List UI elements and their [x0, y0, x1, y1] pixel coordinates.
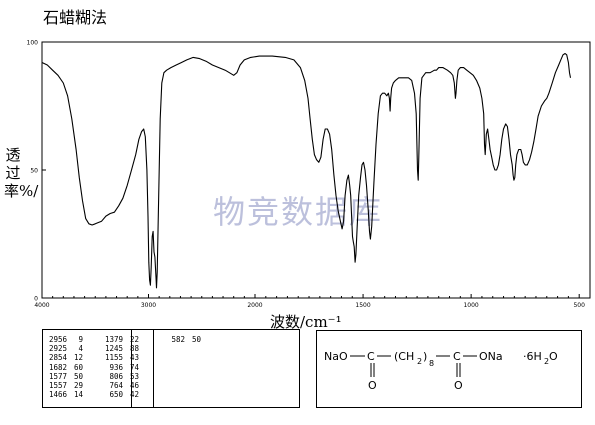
- peak-table-column-1: 2956 9 2925 4 2854 12 1682 60 1577 50 1557 29 1466 14: [49, 335, 83, 399]
- spectrum-line: [41, 52, 572, 289]
- formula-ona: ONa: [479, 350, 503, 363]
- peak-transmittance: 29: [74, 380, 84, 390]
- peak-transmittance: 43: [130, 353, 140, 363]
- formula-oxygen-1: O: [368, 379, 377, 392]
- peak-wavenumber: 1577: [49, 371, 68, 381]
- peak-row: 806 53: [105, 371, 140, 381]
- y-tick-label: 0: [34, 296, 38, 303]
- peak-transmittance: 14: [74, 390, 84, 400]
- formula-repeat-count: 8: [429, 359, 434, 368]
- peak-row: 1577 50: [49, 372, 83, 381]
- peak-row: 1245 88: [105, 344, 139, 353]
- peak-row: 2956 9: [49, 335, 83, 344]
- x-axis-label: 波数/cm⁻¹: [270, 313, 342, 331]
- x-tick-label: 4000: [34, 302, 49, 309]
- peak-wavenumber: 806: [105, 371, 124, 381]
- peak-table-column-2: 1379 22 1245 88 1155 43 936 74 806 53 764 46 650…: [105, 335, 139, 399]
- y-axis-label-text: 透过率%/: [4, 146, 39, 200]
- y-tick-label: 50: [30, 168, 38, 175]
- formula-chain-close: ): [423, 350, 427, 363]
- peak-row: 650 42: [105, 390, 140, 400]
- formula-hydrate: ·6H: [523, 350, 542, 363]
- peak-table: 2956 9 2925 4 2854 12 1682 60 1577 50 1557 29 1466 14…: [42, 329, 300, 408]
- plot-frame: [41, 41, 591, 299]
- peak-transmittance: 4: [78, 344, 84, 354]
- peak-wavenumber: 1245: [105, 344, 124, 354]
- peak-wavenumber: 1466: [49, 390, 68, 400]
- peak-wavenumber: 936: [105, 362, 124, 372]
- peak-row: 2925 4: [49, 344, 83, 353]
- peak-row: 936 74: [105, 362, 140, 372]
- peak-wavenumber: 1379: [105, 335, 124, 344]
- peak-wavenumber: 2925: [49, 344, 68, 354]
- peak-wavenumber: 764: [105, 380, 124, 390]
- peak-row: 1557 29: [49, 381, 83, 390]
- x-tick-label: 1000: [463, 302, 478, 309]
- peak-wavenumber: 1557: [49, 380, 68, 390]
- peak-transmittance: 12: [74, 353, 84, 363]
- peak-wavenumber: 2854: [49, 353, 68, 363]
- peak-transmittance: 22: [130, 335, 140, 344]
- peak-transmittance: 50: [192, 335, 202, 344]
- peak-wavenumber: 1155: [105, 353, 124, 363]
- y-tick-label: 100: [27, 40, 39, 47]
- x-tick-label: 1500: [355, 302, 370, 309]
- peak-wavenumber: 650: [105, 390, 124, 400]
- peak-table-column-3: 582 50: [167, 335, 202, 344]
- x-tick-label: 500: [573, 302, 585, 309]
- peak-transmittance: 53: [130, 371, 140, 381]
- peak-wavenumber: 582: [167, 335, 186, 344]
- peak-transmittance: 74: [130, 362, 140, 372]
- peak-wavenumber: 1682: [49, 362, 68, 372]
- formula-oxygen-2: O: [454, 379, 463, 392]
- peak-transmittance: 50: [74, 371, 84, 381]
- formula-carbon-1: C: [367, 350, 375, 363]
- x-axis-ticks: 4000 3000 2000 1500 1000 500: [34, 294, 585, 309]
- peak-transmittance: 46: [130, 380, 140, 390]
- y-axis-ticks: 0 50 100: [27, 40, 46, 303]
- peak-table-divider: [131, 330, 132, 407]
- peak-row: 1466 14: [49, 390, 83, 399]
- formula-chain-subscript: 2: [417, 357, 422, 366]
- peak-transmittance: 9: [78, 335, 84, 344]
- structural-formula: NaO C O (CH 2 ) 8 C O ONa ·6H 2 O: [324, 350, 558, 392]
- formula-nao: NaO: [324, 350, 348, 363]
- peak-transmittance: 88: [130, 344, 140, 354]
- ir-spectrum-chart: 物竞数据库 0 50 100 4000 3000 2000 1500 1000 500: [27, 40, 591, 309]
- peak-wavenumber: 2956: [49, 335, 68, 344]
- formula-hydrate-end: O: [549, 350, 558, 363]
- formula-hydrate-subscript: 2: [544, 357, 549, 366]
- watermark: 物竞数据库: [213, 193, 383, 231]
- peak-transmittance: 60: [74, 362, 84, 372]
- x-tick-label: 2000: [247, 302, 262, 309]
- y-axis-label: 透过率%/: [4, 146, 39, 200]
- peak-row: 582 50: [167, 335, 202, 344]
- peak-row: 1379 22: [105, 335, 139, 344]
- x-tick-label: 3000: [141, 302, 156, 309]
- peak-row: 1682 60: [49, 363, 83, 372]
- peak-row: 2854 12: [49, 353, 83, 362]
- formula-carbon-2: C: [453, 350, 461, 363]
- formula-chain: (CH: [394, 350, 414, 363]
- peak-table-divider: [153, 330, 154, 407]
- peak-row: 764 46: [105, 380, 140, 390]
- peak-row: 1155 43: [105, 353, 139, 362]
- peak-transmittance: 42: [130, 390, 140, 400]
- spectrum-title: 石蜡糊法: [43, 8, 108, 27]
- structure-box: NaO C O (CH 2 ) 8 C O ONa ·6H 2 O: [316, 330, 582, 408]
